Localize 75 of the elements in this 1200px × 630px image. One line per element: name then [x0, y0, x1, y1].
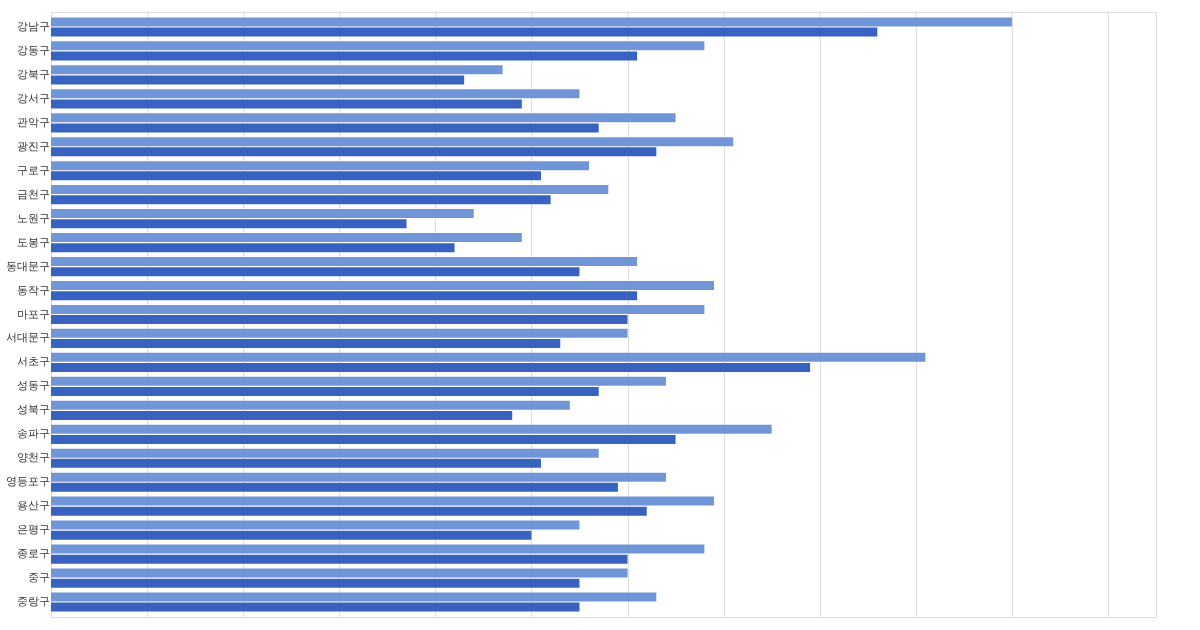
bar: [51, 315, 628, 325]
bar: [51, 75, 465, 85]
bar: [51, 17, 1012, 27]
bar: [51, 256, 638, 266]
bar: [51, 99, 522, 109]
y-tick-label: 용산구: [16, 499, 50, 513]
y-tick-label: 서대문구: [5, 331, 50, 345]
bar: [51, 376, 666, 386]
y-tick-label: 서초구: [16, 355, 50, 369]
bar: [51, 185, 609, 195]
bar: [51, 113, 676, 123]
bar: [51, 410, 513, 420]
y-tick-label: 중구: [27, 571, 50, 585]
bar: [51, 482, 618, 492]
y-tick-label: 강서구: [16, 91, 50, 105]
bar: [51, 27, 878, 37]
y-tick-label: 관악구: [16, 115, 50, 129]
bar: [51, 171, 542, 181]
bar: [51, 602, 580, 612]
bar: [51, 592, 657, 602]
bar: [51, 291, 638, 301]
bar: [51, 530, 532, 540]
bar: [51, 386, 599, 396]
bar: [51, 137, 734, 147]
y-tick-label: 동작구: [16, 283, 50, 297]
bar: [51, 520, 580, 530]
bar: [51, 243, 455, 253]
bar: [51, 123, 599, 133]
bar: [51, 458, 542, 468]
y-tick-label: 도봉구: [16, 235, 50, 249]
y-tick-label: 양천구: [16, 451, 50, 465]
bar: [51, 280, 714, 290]
bar: [51, 267, 580, 277]
bar: [51, 209, 474, 219]
bar: [51, 434, 676, 444]
bar: [51, 219, 407, 229]
bar: [51, 161, 590, 171]
y-tick-label: 영등포구: [5, 475, 50, 489]
y-tick-label: 종로구: [16, 547, 50, 561]
y-tick-label: 구로구: [16, 163, 50, 177]
y-tick-label: 금천구: [16, 187, 50, 201]
y-tick-label: 성동구: [16, 379, 50, 393]
bar: [51, 65, 503, 75]
y-tick-label: 노원구: [16, 211, 50, 225]
bar: [51, 544, 705, 554]
bar: [51, 472, 666, 482]
bar: [51, 328, 628, 338]
y-tick-label: 광진구: [16, 139, 50, 153]
bar: [51, 233, 522, 243]
y-tick-label: 강동구: [16, 43, 50, 57]
y-tick-label: 강남구: [16, 19, 50, 33]
y-tick-label: 마포구: [16, 307, 50, 321]
y-tick-label: 송파구: [16, 427, 50, 441]
bar: [51, 424, 772, 434]
bar: [51, 41, 705, 51]
bar: [51, 195, 551, 205]
bar: [51, 51, 638, 61]
bar: [51, 339, 561, 349]
y-tick-label: 성북구: [16, 403, 50, 417]
bar: [51, 578, 580, 588]
y-tick-label: 강북구: [16, 67, 50, 81]
bar: [51, 400, 570, 410]
bar: [51, 147, 657, 157]
y-tick-label: 은평구: [16, 523, 50, 537]
bar: [51, 496, 714, 506]
bar: [51, 304, 705, 314]
y-tick-label: 중랑구: [16, 595, 50, 609]
bar: [51, 89, 580, 99]
bar: [51, 568, 628, 578]
bar: [51, 554, 628, 564]
y-tick-label: 동대문구: [5, 259, 50, 273]
bar: [51, 506, 647, 516]
bar: [51, 363, 811, 373]
bar: [51, 352, 926, 362]
bar: [51, 448, 599, 458]
